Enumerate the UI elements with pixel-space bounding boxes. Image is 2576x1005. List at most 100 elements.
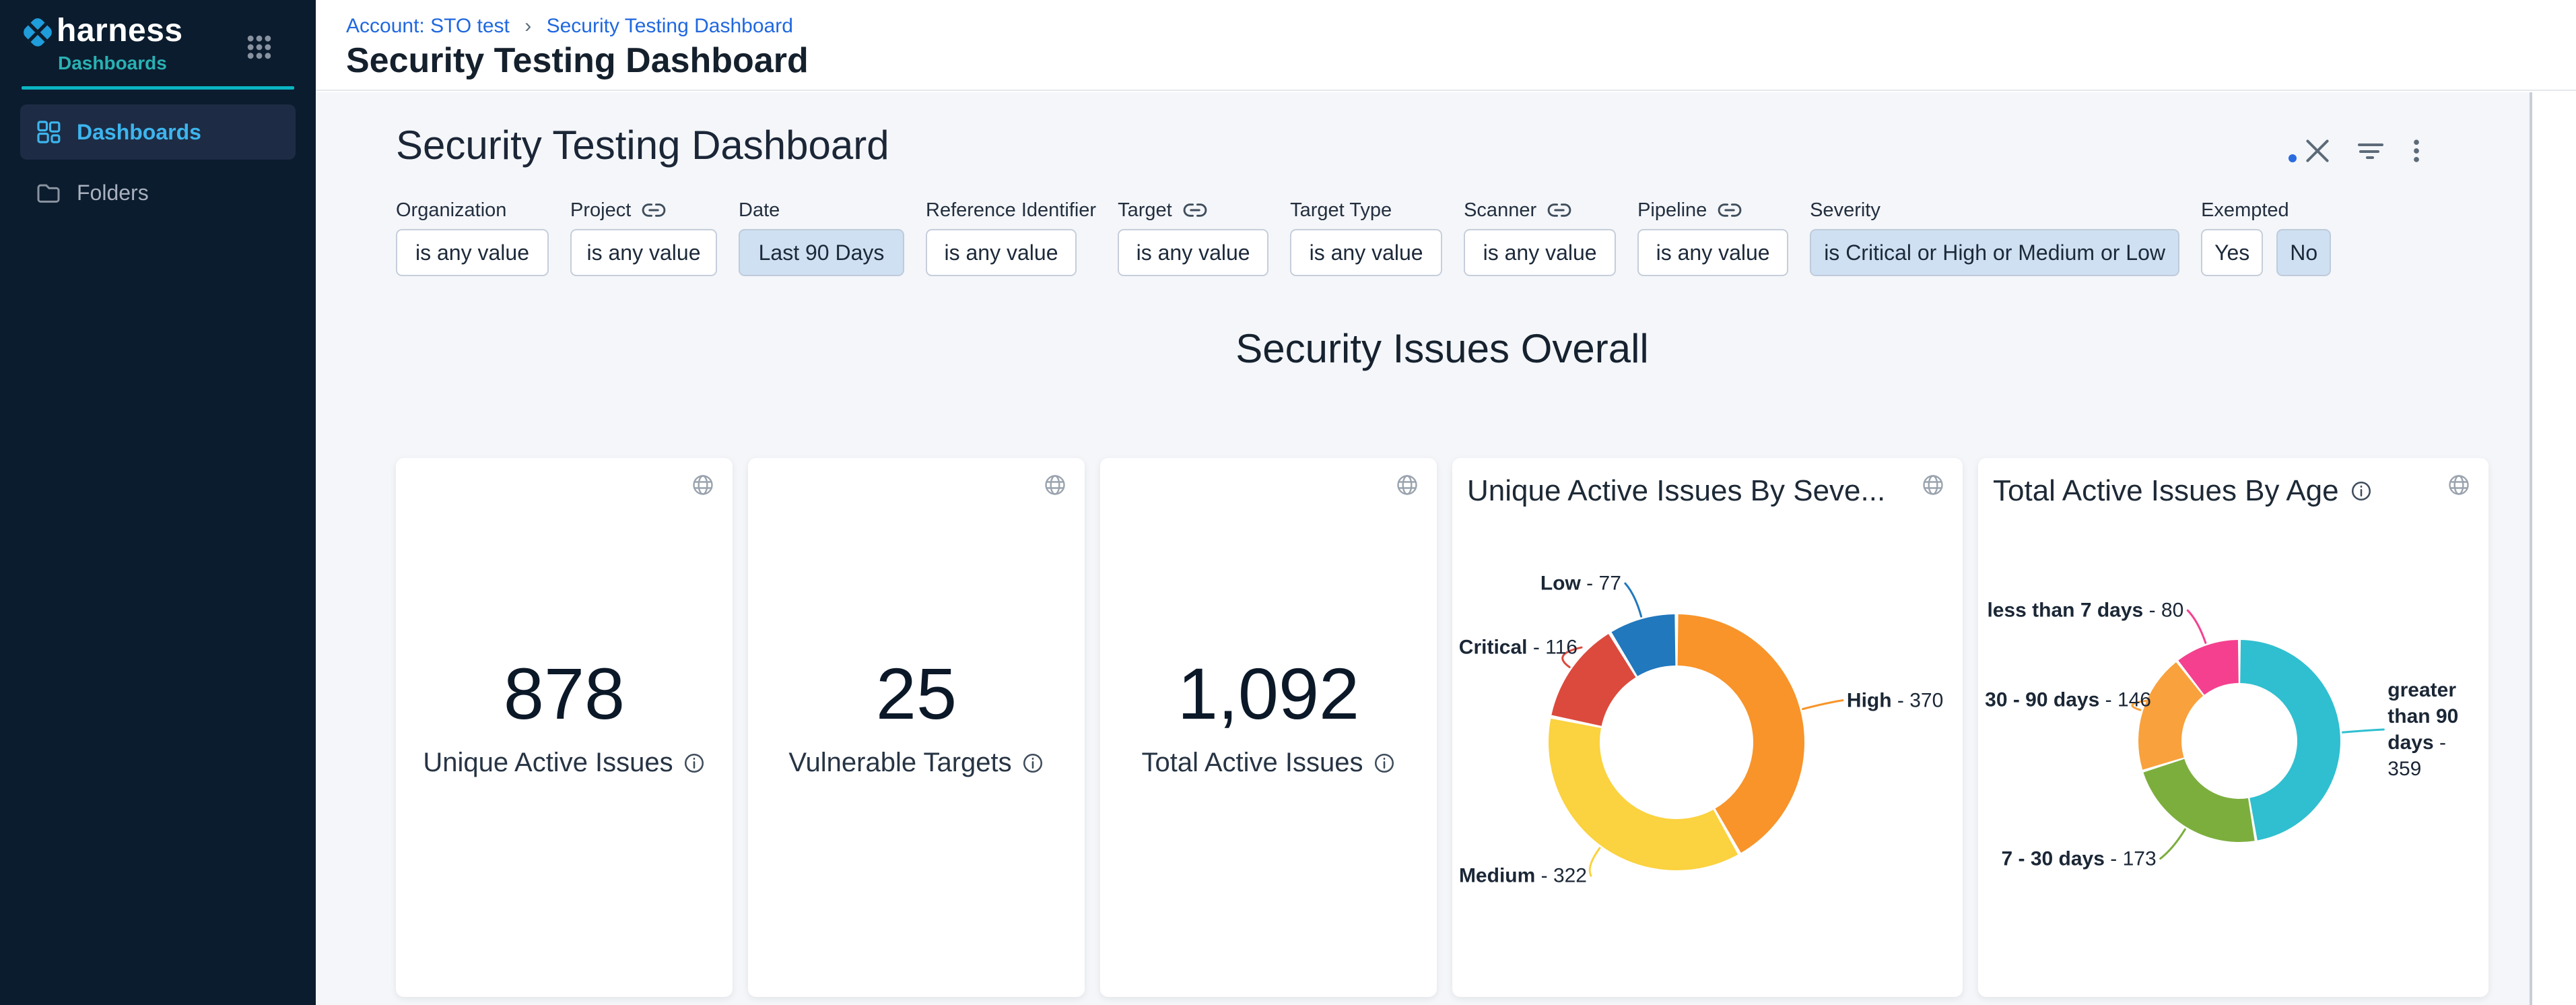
filter-chip-yes[interactable]: Yes <box>2201 229 2264 276</box>
globe-button[interactable] <box>1395 473 1419 500</box>
filter-reference-identifier: Reference Identifier is any value <box>926 197 1096 276</box>
stat-value: 25 <box>875 653 957 734</box>
label-leader-line <box>1802 699 1844 711</box>
stat-body: 1,092 Total Active Issues <box>1100 657 1437 778</box>
donut-segment-medium[interactable] <box>1549 718 1738 870</box>
donut-label: greater than 90 days - 359 <box>2387 679 2459 781</box>
filter-label: Project <box>570 199 632 221</box>
donut-chart[interactable] <box>1978 458 2488 997</box>
filter-pipeline: Pipeline is any value <box>1637 197 1789 276</box>
link-icon <box>642 203 666 217</box>
breadcrumb-dashboard-link[interactable]: Security Testing Dashboard <box>546 15 793 37</box>
globe-icon <box>693 475 713 495</box>
filter-chip[interactable]: is any value <box>1637 229 1789 276</box>
donut-segment-critical[interactable] <box>1551 634 1636 726</box>
filter-label: Scanner <box>1464 199 1537 221</box>
label-leader-line <box>1561 646 1583 668</box>
breadcrumb-account-link[interactable]: Account: STO test <box>346 15 510 37</box>
label-leader-line <box>1588 847 1601 877</box>
filter-chip-no[interactable]: No <box>2276 229 2332 276</box>
label-leader-line <box>2159 828 2186 860</box>
logo-row: harness Dashboards <box>0 0 316 74</box>
stat-card-total-active-issues: 1,092 Total Active Issues <box>1100 458 1437 997</box>
filter-label: Reference Identifier <box>926 199 1097 221</box>
filter-chip[interactable]: is any value <box>926 229 1077 276</box>
donut-chart[interactable] <box>1452 458 1963 997</box>
info-icon[interactable] <box>2350 480 2373 502</box>
donut-label: 7 - 30 days - 173 <box>2001 847 2157 870</box>
donut-segment-less-than-7-days[interactable] <box>2178 640 2239 695</box>
dashboard-title: Security Testing Dashboard <box>396 123 889 168</box>
filter-chip[interactable]: is any value <box>1118 229 1269 276</box>
filter-label: Date <box>739 199 780 221</box>
info-icon[interactable] <box>1373 752 1396 775</box>
filter-label: Target <box>1118 199 1172 221</box>
scrollbar-track[interactable] <box>2530 92 2576 1005</box>
label-leader-line <box>2131 699 2157 711</box>
cards-row: 878 Unique Active Issues 25 Vulnerable Targ… <box>396 458 2488 997</box>
close-icon[interactable] <box>2301 134 2334 168</box>
stat-label: Vulnerable Targets <box>748 748 1085 778</box>
filter-chip[interactable]: is any value <box>1290 229 1443 276</box>
top-header: Account: STO test › Security Testing Das… <box>316 0 2576 91</box>
page-title: Security Testing Dashboard <box>346 41 809 80</box>
globe-icon <box>1397 475 1417 495</box>
info-icon[interactable] <box>1021 752 1044 775</box>
donut-segment-greater-than-90-days[interactable] <box>2240 640 2340 841</box>
dashboard-panel: Security Testing Dashboard Organization i… <box>316 92 2530 1005</box>
grid-menu-icon[interactable] <box>244 32 274 62</box>
chart-title: Total Active Issues By Age <box>1993 474 2339 507</box>
link-icon <box>1547 203 1571 217</box>
globe-button[interactable] <box>2447 473 2471 500</box>
dashboards-grid-icon <box>37 121 61 143</box>
filter-chip[interactable]: is any value <box>570 229 717 276</box>
folder-icon <box>37 184 60 203</box>
filter-exempted: Exempted Yes No <box>2201 197 2332 276</box>
globe-button[interactable] <box>1043 473 1067 500</box>
label-leader-line <box>2186 609 2207 644</box>
info-icon[interactable] <box>683 752 706 775</box>
sidebar-item-dashboards[interactable]: Dashboards <box>20 104 296 160</box>
donut-segment-7---30-days[interactable] <box>2143 758 2255 842</box>
donut-label: less than 7 days - 80 <box>1987 599 2184 622</box>
stat-card-unique-active-issues: 878 Unique Active Issues <box>396 458 733 997</box>
sidebar-item-label: Folders <box>77 180 149 205</box>
filter-severity: Severity is Critical or High or Medium or… <box>1810 197 2180 276</box>
globe-icon <box>2449 475 2469 495</box>
donut-segment-30---90-days[interactable] <box>2138 662 2204 770</box>
filter-chip[interactable]: Last 90 Days <box>739 229 904 276</box>
breadcrumb: Account: STO test › Security Testing Das… <box>346 15 793 38</box>
sidebar: harness Dashboards Dashboards Folders <box>0 0 316 1005</box>
donut-segment-high[interactable] <box>1677 614 1804 853</box>
globe-button[interactable] <box>1921 473 1945 500</box>
globe-button[interactable] <box>691 473 715 500</box>
filter-target: Target is any value <box>1118 197 1269 276</box>
filter-label: Pipeline <box>1637 199 1707 221</box>
stat-body: 25 Vulnerable Targets <box>748 657 1085 778</box>
donut-segment-low[interactable] <box>1611 614 1676 676</box>
filter-lines-icon[interactable] <box>2354 135 2387 168</box>
link-icon <box>1718 203 1742 217</box>
filter-label: Target Type <box>1290 199 1392 221</box>
filter-chip[interactable]: is Critical or High or Medium or Low <box>1810 229 2180 276</box>
stat-card-vulnerable-targets: 25 Vulnerable Targets <box>748 458 1085 997</box>
sidebar-divider <box>22 86 294 90</box>
stat-body: 878 Unique Active Issues <box>396 657 733 778</box>
chart-card-issues-by-severity: Unique Active Issues By Seve... High - 37… <box>1452 458 1963 997</box>
harness-logo-icon <box>24 18 52 46</box>
breadcrumb-separator-icon: › <box>524 15 532 37</box>
logo-subtitle: Dashboards <box>58 53 167 73</box>
filter-date: Date Last 90 Days <box>739 197 904 276</box>
filter-target-type: Target Type is any value <box>1290 197 1443 276</box>
donut-label: Critical - 116 <box>1458 636 1578 659</box>
sidebar-item-folders[interactable]: Folders <box>20 165 296 220</box>
label-leader-line <box>1624 582 1643 618</box>
kebab-menu-icon[interactable] <box>2402 134 2431 168</box>
globe-icon <box>1045 475 1065 495</box>
donut-label: Medium - 322 <box>1458 864 1587 887</box>
donut-label: Low - 77 <box>1540 572 1621 595</box>
filter-chip[interactable]: is any value <box>1464 229 1617 276</box>
filter-chip[interactable]: is any value <box>396 229 549 276</box>
stat-value: 878 <box>503 653 625 734</box>
filter-organization: Organization is any value <box>396 197 549 276</box>
